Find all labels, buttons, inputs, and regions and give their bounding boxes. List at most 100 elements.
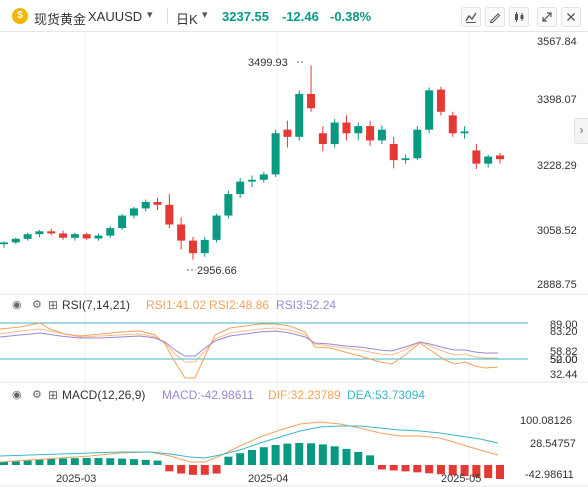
macd-histogram-bar (307, 443, 316, 465)
macd-histogram-bar (448, 465, 457, 476)
macd-axis-label-1: 100.08126 (520, 415, 572, 427)
macd-histogram-bar (436, 465, 445, 475)
rsi-axis-label-2: 83.20 (550, 326, 578, 338)
price-chart[interactable]: 3567.84 3398.07 3228.29 3058.52 2888.75 … (0, 32, 588, 487)
main-grid (84, 32, 470, 472)
macd-histogram-bar (118, 458, 127, 465)
rsi1-value: RSI1:41.02 (146, 298, 206, 312)
chevron-down-icon[interactable]: ▾ (147, 9, 153, 21)
macd-more-menu-icon[interactable]: ⊞ (48, 388, 58, 402)
candle-body (425, 90, 434, 130)
rsi-axis-label-1: 89.00 (550, 319, 578, 331)
close-button[interactable] (561, 7, 581, 27)
candle-body (413, 129, 422, 159)
candle-body (283, 129, 292, 137)
macd-histogram-bar (354, 451, 363, 465)
macd-settings-gear-icon[interactable]: ⚙ (32, 389, 42, 401)
candle-body (496, 155, 504, 160)
last-price: 3237.55 (222, 9, 269, 24)
indicator-button[interactable] (461, 7, 481, 27)
dif-value: DIF:32.23789 (268, 388, 341, 402)
macd-histogram-bar (165, 465, 174, 472)
price-change-percent: -0.38% (330, 9, 372, 24)
candle-body (11, 238, 20, 243)
macd-histogram-bar (177, 465, 186, 474)
macd-histogram-bar (153, 460, 162, 465)
candle-body (436, 89, 445, 112)
interval-chevron-down-icon[interactable]: ▾ (202, 9, 208, 21)
macd-histogram-bar (248, 449, 256, 465)
more-menu-icon[interactable]: ⊞ (48, 298, 58, 312)
candle-body (377, 129, 386, 141)
price-axis-label-5: 2888.75 (537, 279, 577, 291)
chevron-right-icon[interactable]: › (574, 118, 588, 144)
fullscreen-icon (542, 12, 552, 22)
candle-body (129, 208, 138, 216)
low-annotation: 2956.66 (197, 265, 237, 277)
rsi-axis-label-3: 58.82 (550, 346, 578, 358)
price-axis-label-3: 3228.29 (537, 160, 577, 172)
candle-body (141, 201, 150, 209)
candle-body (165, 204, 174, 225)
candle-body (318, 133, 327, 144)
macd-histogram-bar (0, 462, 8, 465)
interval-selector[interactable]: 日K (176, 12, 198, 27)
settings-gear-icon[interactable]: ⚙ (32, 299, 42, 311)
candle-body (23, 234, 32, 239)
candle-body (448, 115, 457, 134)
candle-body (401, 158, 410, 161)
dea-value: DEA:53.73094 (347, 388, 425, 402)
indicator-icon (465, 12, 477, 23)
candle-body (177, 224, 186, 241)
candle-body (342, 122, 351, 134)
macd-histogram-bar (496, 465, 504, 479)
candle-body (295, 93, 304, 137)
macd-eye-icon[interactable]: ◉ (12, 389, 22, 401)
symbol-code[interactable]: XAUUSD (88, 9, 143, 24)
dif-line (0, 421, 499, 463)
candle-body (330, 122, 339, 144)
candle-body (59, 233, 68, 238)
close-icon (567, 13, 575, 21)
candle-body (484, 156, 493, 164)
macd-histogram-bar (330, 446, 339, 465)
candle-body (47, 231, 56, 234)
macd-histogram-bar (224, 456, 233, 465)
macd-histogram-bar (129, 459, 138, 465)
eye-icon[interactable]: ◉ (12, 299, 22, 311)
candle-body (118, 215, 127, 229)
macd-histogram-bar (141, 459, 150, 465)
candle-type-button[interactable] (509, 7, 529, 27)
candle-body (248, 179, 256, 182)
macd-legend: ◉ ⚙ ⊞ MACD(12,26,9) MACD:-42.98611 DIF:3… (12, 388, 425, 402)
price-axis-label-2: 3398.07 (537, 94, 577, 106)
macd-histogram-bar (11, 461, 20, 465)
high-annotation: 3499.93 (248, 57, 288, 69)
symbol-name[interactable]: 现货黄金 (34, 12, 87, 27)
macd-histogram-bar (342, 448, 351, 465)
rsi3-line (0, 330, 498, 357)
rsi-axis-label-5: 50.00 (550, 354, 578, 366)
rsi3-value: RSI3:52.24 (276, 298, 336, 312)
candle-body (70, 234, 79, 238)
macd-histogram-bar (82, 458, 91, 465)
macd-axis-label-3: -42.98611 (525, 469, 574, 481)
candle-body (271, 133, 280, 175)
candle-body (212, 215, 221, 240)
candle-body (0, 242, 8, 245)
candle-body (153, 201, 162, 205)
fullscreen-button[interactable] (537, 7, 557, 27)
rsi-axis-label-4: 52.00 (550, 354, 578, 366)
macd-histogram-bar (236, 453, 245, 465)
macd-histogram-bar (23, 460, 32, 465)
gold-coin-icon: $ (12, 8, 28, 24)
draw-button[interactable] (485, 7, 505, 27)
price-axis-label-4: 3058.52 (537, 225, 577, 237)
candle-body (224, 194, 233, 216)
candle-body (106, 228, 115, 236)
macd-histogram-bar (460, 465, 469, 477)
macd-histogram-bar (377, 465, 386, 470)
macd-histogram-bar (366, 455, 375, 465)
macd-histogram-bar (318, 444, 327, 465)
macd-label: MACD(12,26,9) (62, 388, 145, 402)
